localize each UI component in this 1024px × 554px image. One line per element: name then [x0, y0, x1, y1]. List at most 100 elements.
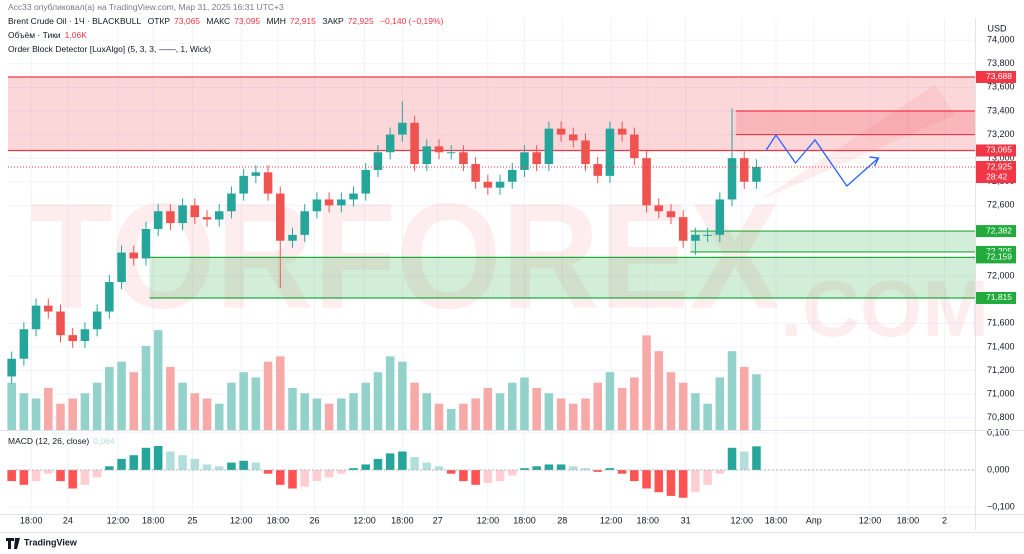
candle-body	[398, 122, 407, 135]
volume-bar	[202, 398, 212, 430]
macd-bar	[214, 466, 224, 471]
candle-body	[446, 152, 456, 154]
macd-tick-label: 0,100	[987, 427, 1010, 437]
macd-bar	[105, 466, 114, 471]
macd-bar	[288, 470, 297, 489]
watermark: TORFOREX	[30, 172, 780, 340]
candle-body	[630, 134, 639, 159]
order-block	[690, 231, 975, 252]
macd-bar	[178, 455, 187, 471]
candle-body	[56, 311, 65, 336]
projection-arrowhead	[869, 156, 880, 167]
macd-bar	[434, 466, 444, 471]
volume-bar	[117, 361, 126, 430]
macd-bar	[349, 468, 358, 471]
macd-bar	[471, 470, 480, 485]
low: 72,915	[289, 16, 316, 26]
macd-line: MACD (12, 26, close) 0,064	[8, 436, 119, 446]
volume-bar	[727, 351, 737, 430]
volume-bar	[666, 372, 676, 430]
macd-bar	[92, 470, 102, 478]
volume-bar	[227, 382, 236, 430]
close: 72,925	[347, 16, 374, 26]
volume-bar	[678, 382, 688, 430]
x-tick-label: 12:00	[600, 515, 623, 525]
volume-bar	[251, 377, 261, 430]
axis-layer: 18:00 24 12:00 18:00 25 12:00 18:00 26 12:00 18:0…	[20, 35, 1016, 525]
macd-bar	[117, 458, 126, 471]
candle-body	[349, 193, 358, 200]
y-tick-label: 71,400	[987, 341, 1015, 351]
macd-bar	[642, 470, 651, 489]
volume-bar	[56, 403, 65, 430]
macd-bar	[703, 470, 712, 485]
price-label-bg	[976, 225, 1016, 238]
macd-bar	[605, 468, 615, 471]
macd-bar	[654, 470, 664, 493]
macd-bar	[446, 470, 456, 474]
volume-bar	[446, 408, 456, 430]
macd-bar	[666, 470, 676, 496]
x-tick-label: 12:00	[353, 515, 376, 525]
order-block	[149, 257, 975, 298]
candle-body	[7, 358, 16, 377]
candle-body	[141, 228, 151, 259]
macd-bar	[398, 451, 407, 471]
volume-bar	[715, 377, 725, 430]
macd-bar	[129, 455, 139, 471]
volume-bar	[581, 398, 590, 430]
volume-bar	[556, 398, 566, 430]
open: 73,065	[174, 16, 201, 26]
macd-bar	[544, 464, 554, 471]
x-tick-label: 27	[433, 515, 443, 525]
macd-bar	[251, 462, 261, 471]
candle-body	[617, 128, 627, 135]
volume-bar	[654, 351, 664, 430]
candle-body	[324, 199, 334, 206]
candle-body	[44, 305, 53, 312]
macd-bar	[56, 470, 65, 482]
candle-body	[532, 152, 541, 165]
volume-bar	[288, 387, 297, 430]
macd-bar	[202, 464, 212, 471]
volume-bar	[276, 356, 285, 430]
y-tick-label: 73,400	[987, 105, 1015, 115]
volume-bar	[471, 398, 480, 430]
volume-bar	[410, 382, 419, 430]
volume-bar	[520, 377, 529, 430]
volume-bar	[141, 345, 151, 430]
macd-bar	[239, 460, 248, 471]
high: 73,095	[234, 16, 261, 26]
volume-bar	[691, 393, 700, 430]
candle-body	[80, 329, 90, 342]
macd-bar	[337, 470, 346, 474]
candle-body	[190, 205, 200, 218]
back-layer: TORFOREX .COM	[7, 18, 989, 514]
macd-bar	[385, 453, 395, 471]
y-tick-label: 72,000	[987, 271, 1015, 281]
x-tick-label: 12:00	[230, 515, 253, 525]
last-price-label: 72,925	[986, 161, 1012, 171]
candle-body	[19, 329, 29, 359]
macd-bar	[520, 468, 529, 471]
volume-bar	[349, 393, 358, 430]
y-tick-label: 71,200	[987, 365, 1015, 375]
candle-body	[715, 199, 725, 235]
order-block	[8, 76, 975, 151]
last-price-bg	[976, 161, 1016, 184]
published-line: Acc33 опубликовал(а) на TradingView.com,…	[8, 2, 284, 12]
volume-bar	[153, 330, 163, 430]
open-label: ОТКР	[147, 16, 171, 26]
price-label-bg	[976, 291, 1016, 304]
volume-bar	[422, 393, 432, 430]
x-tick-label: 2	[942, 515, 947, 525]
candle-body	[703, 234, 712, 236]
volume-bar	[532, 387, 541, 430]
volume-bar	[617, 387, 627, 430]
volume-bar	[593, 382, 602, 430]
volume-bar	[703, 403, 712, 430]
macd-bar	[532, 466, 541, 471]
watermark-suffix: .COM	[780, 264, 989, 353]
volume-bar	[361, 382, 371, 430]
